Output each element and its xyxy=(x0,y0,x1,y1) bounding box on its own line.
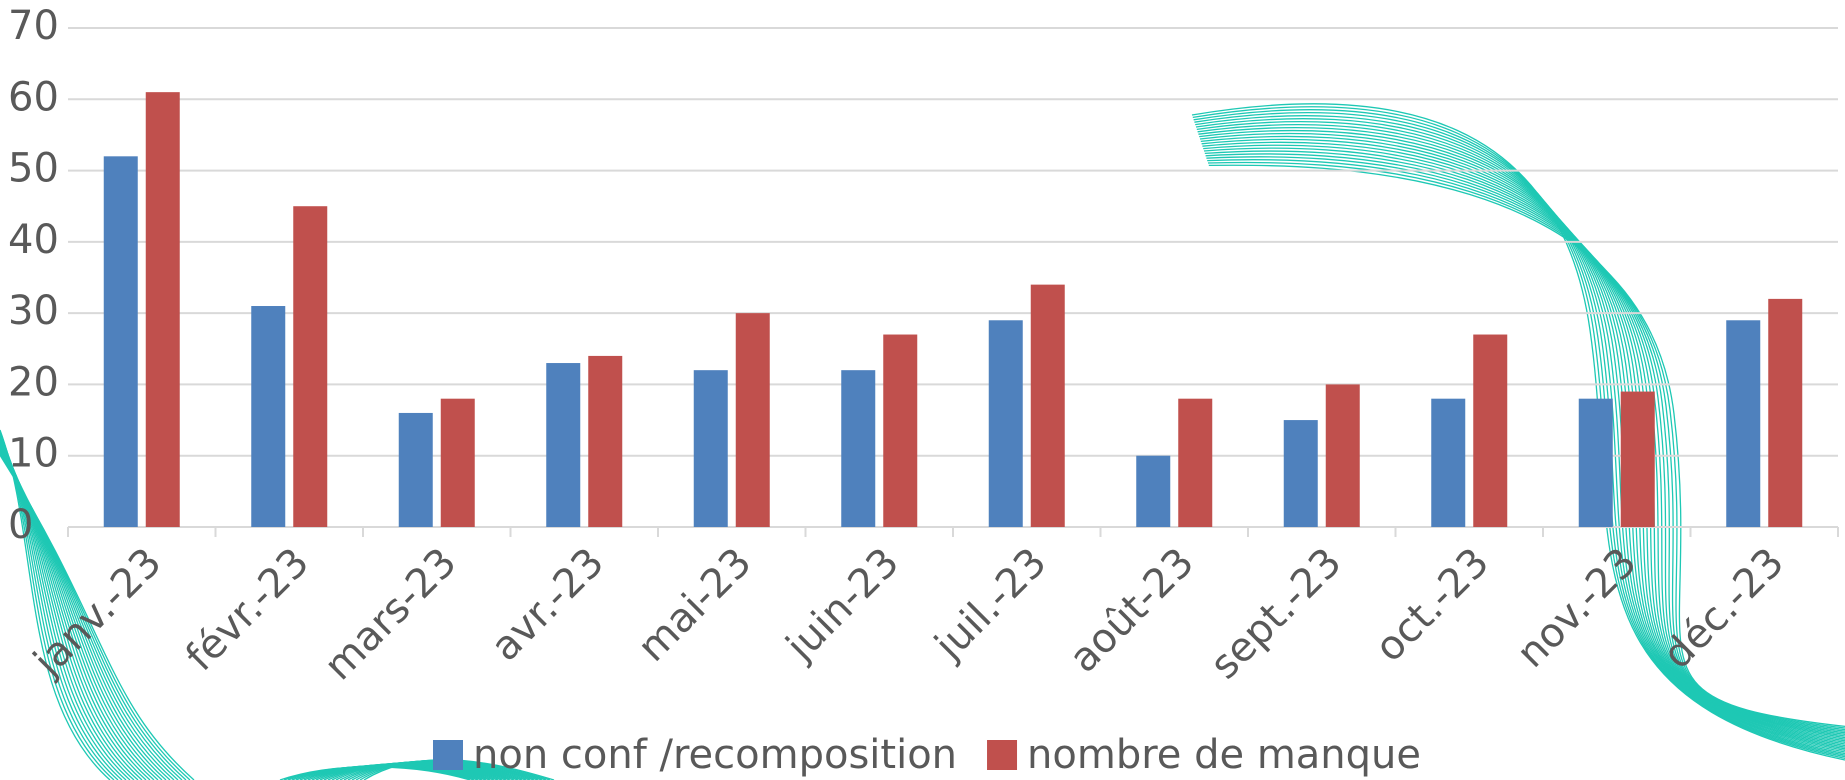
wave xyxy=(1196,121,1845,752)
x-tick-label: avr.-23 xyxy=(482,539,613,670)
y-tick-label: 0 xyxy=(8,502,33,548)
wave xyxy=(0,454,195,780)
y-tick-label: 40 xyxy=(8,217,59,263)
y-tick-label: 70 xyxy=(8,3,59,49)
bar xyxy=(988,320,1023,527)
x-tick-label: déc.-23 xyxy=(1654,539,1793,678)
bar xyxy=(440,398,475,527)
bar xyxy=(546,363,581,527)
x-tick-label: juil.-23 xyxy=(926,539,1056,669)
wave xyxy=(1195,115,1845,755)
bar xyxy=(588,355,623,527)
wave xyxy=(1197,124,1845,750)
x-tick-label: mai-23 xyxy=(629,539,760,670)
bar xyxy=(103,156,138,528)
bar xyxy=(1473,334,1508,527)
bar xyxy=(1178,398,1213,527)
bar xyxy=(1726,320,1761,527)
wave xyxy=(1191,103,1845,761)
bar xyxy=(1325,384,1360,527)
bar xyxy=(293,206,328,527)
bar xyxy=(1283,420,1318,527)
bar xyxy=(735,313,770,527)
wave xyxy=(1202,141,1845,740)
bar xyxy=(1768,298,1803,527)
wave xyxy=(1199,129,1845,747)
bar xyxy=(1136,455,1171,527)
bar xyxy=(841,370,876,527)
y-tick-label: 10 xyxy=(8,431,59,477)
wave xyxy=(1198,127,1845,748)
x-tick-label: oct.-23 xyxy=(1366,539,1498,671)
wave xyxy=(1201,138,1845,742)
legend-swatch xyxy=(987,740,1018,770)
bar xyxy=(1620,391,1655,527)
y-tick-label: 30 xyxy=(8,288,59,334)
bar xyxy=(1030,284,1065,527)
x-tick-label: sept.-23 xyxy=(1202,539,1351,688)
wave xyxy=(1193,109,1845,758)
decoration xyxy=(0,103,1845,780)
bar xyxy=(1431,398,1466,527)
bar xyxy=(1578,398,1613,527)
bar xyxy=(883,334,918,527)
legend-swatch xyxy=(433,740,463,770)
bar xyxy=(251,306,286,527)
wave xyxy=(1195,118,1845,753)
y-tick-label: 50 xyxy=(8,146,59,192)
legend-label: nombre de manque xyxy=(1027,732,1421,778)
x-tick-label: juin-23 xyxy=(777,539,908,670)
x-tick-label: mars-23 xyxy=(316,539,466,689)
wave xyxy=(1194,112,1845,756)
bar xyxy=(145,92,180,528)
x-tick-label: févr.-23 xyxy=(177,539,318,680)
wave xyxy=(1199,132,1845,745)
bar xyxy=(693,370,728,527)
legend-label: non conf /recomposition xyxy=(473,732,957,778)
wave xyxy=(1200,135,1845,744)
x-tick-label: août-23 xyxy=(1061,539,1203,681)
y-tick-label: 60 xyxy=(8,74,59,120)
bar xyxy=(398,412,433,527)
y-tick-label: 20 xyxy=(8,359,59,405)
wave xyxy=(1192,106,1845,760)
